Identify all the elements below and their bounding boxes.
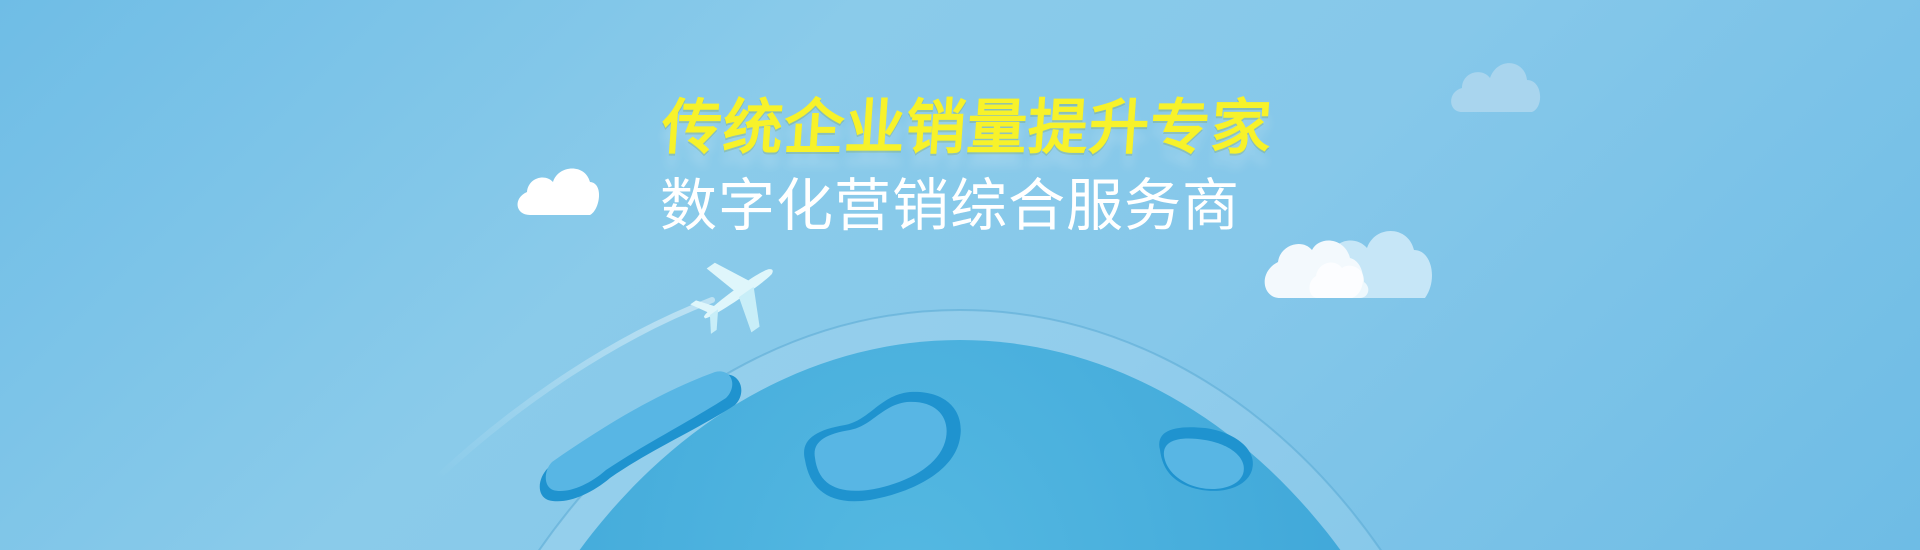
airplane-trail [432, 297, 715, 483]
airplane-icon [690, 262, 773, 334]
globe [539, 340, 1341, 550]
cloud-icon [1264, 230, 1432, 298]
globe-continent [804, 391, 961, 502]
globe-continent [539, 371, 742, 502]
cloud-icon [517, 168, 600, 215]
cloud-icon [1451, 63, 1541, 112]
globe-continent [1159, 427, 1253, 491]
hero-headline: 传统企业销量提升专家 [659, 93, 1275, 163]
hero-subline: 数字化营销综合服务商 [660, 173, 1240, 239]
